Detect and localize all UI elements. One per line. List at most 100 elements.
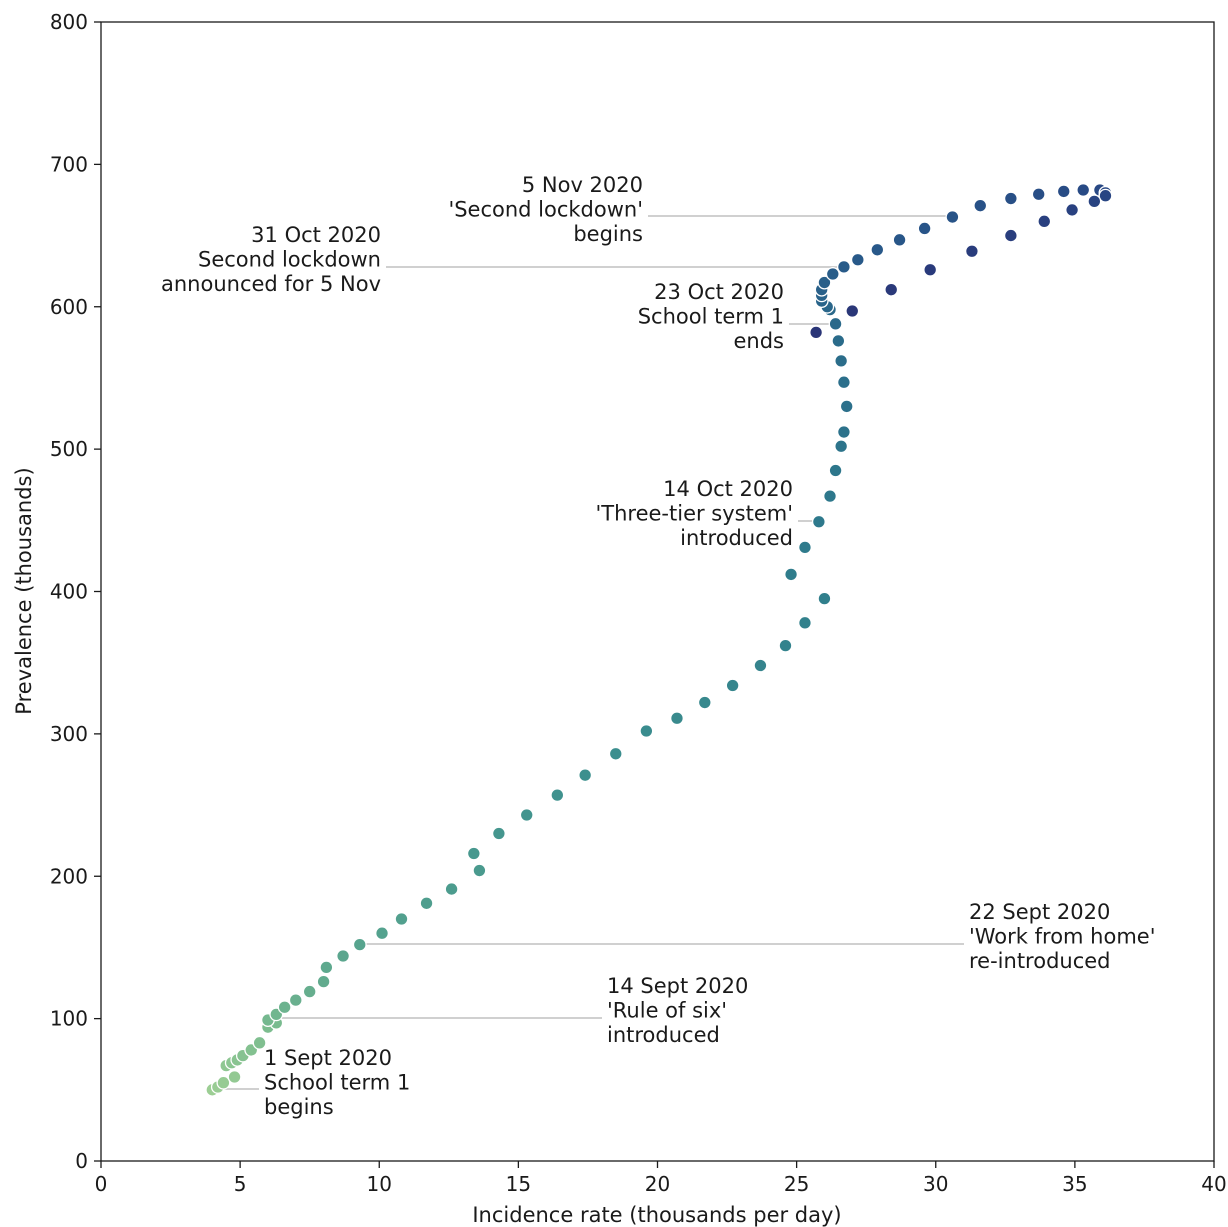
- y-tick-label: 500: [50, 437, 88, 461]
- data-point: [834, 439, 849, 454]
- annotation-text: announced for 5 Nov: [161, 272, 381, 296]
- x-tick-label: 10: [367, 1172, 392, 1196]
- x-tick-label: 25: [784, 1172, 809, 1196]
- data-point: [1098, 188, 1113, 203]
- data-point: [831, 333, 846, 348]
- data-point: [753, 658, 768, 673]
- x-axis-label: Incidence rate (thousands per day): [472, 1203, 841, 1227]
- data-point: [836, 259, 851, 274]
- y-tick-label: 700: [50, 152, 88, 176]
- data-point: [917, 221, 932, 236]
- data-point: [252, 1035, 267, 1050]
- data-point: [798, 615, 812, 630]
- data-point: [828, 463, 843, 478]
- data-point: [491, 826, 506, 841]
- annotation-text: introduced: [607, 1023, 720, 1047]
- data-point: [811, 514, 826, 529]
- data-point: [444, 882, 459, 897]
- annotation-text: 'Second lockdown': [448, 198, 643, 222]
- annotation-text: 14 Sept 2020: [607, 974, 748, 998]
- data-point: [319, 960, 334, 975]
- data-point: [836, 375, 851, 390]
- annotation-text: 31 Oct 2020: [251, 223, 381, 247]
- data-point: [798, 540, 812, 555]
- y-tick-label: 400: [50, 580, 88, 604]
- x-tick-label: 5: [234, 1172, 247, 1196]
- data-point: [845, 304, 860, 318]
- data-point: [834, 353, 849, 368]
- data-point: [850, 252, 865, 267]
- data-point: [375, 926, 389, 941]
- data-point: [884, 282, 899, 297]
- data-point: [639, 724, 654, 738]
- y-tick-label: 200: [50, 864, 88, 888]
- data-point: [817, 591, 832, 606]
- annotation-text: begins: [573, 222, 643, 246]
- annotation-text: ends: [733, 329, 784, 353]
- data-point: [1037, 214, 1052, 229]
- annotation-text: 22 Sept 2020: [969, 900, 1110, 924]
- data-point: [336, 949, 351, 963]
- annotation-text: School term 1: [264, 1071, 410, 1095]
- y-tick-label: 100: [50, 1007, 88, 1031]
- data-point: [302, 984, 317, 999]
- data-point: [519, 808, 534, 822]
- annotation-text: introduced: [680, 526, 793, 550]
- annotation-text: 5 Nov 2020: [522, 173, 643, 197]
- data-point: [825, 267, 840, 281]
- annotation-text: 'Three-tier system': [596, 502, 794, 526]
- annotation-text: 14 Oct 2020: [663, 477, 793, 501]
- annotation-text: 1 Sept 2020: [264, 1046, 392, 1070]
- data-point: [945, 210, 960, 225]
- data-point: [1065, 202, 1080, 217]
- data-point: [288, 993, 303, 1008]
- data-point: [1087, 194, 1102, 209]
- x-tick-label: 15: [506, 1172, 531, 1196]
- data-point: [823, 489, 837, 504]
- y-tick-label: 300: [50, 722, 88, 746]
- data-point: [817, 275, 832, 290]
- data-point: [670, 711, 684, 726]
- y-tick-label: 0: [75, 1149, 88, 1173]
- annotation-text: 'Work from home': [969, 925, 1155, 949]
- data-point: [1056, 184, 1071, 199]
- data-point: [419, 896, 434, 911]
- data-point: [1076, 183, 1091, 197]
- data-point: [466, 846, 481, 861]
- x-tick-label: 20: [645, 1172, 670, 1196]
- data-point: [964, 244, 979, 259]
- annotation-text: 23 Oct 2020: [654, 280, 784, 304]
- y-axis-label: Prevalence (thousands): [12, 467, 36, 714]
- data-point: [277, 1000, 292, 1015]
- annotation-leaders: [217, 215, 964, 1090]
- data-point: [778, 638, 793, 653]
- annotation-text: 'Rule of six': [607, 999, 727, 1023]
- y-tick-label: 800: [50, 10, 88, 34]
- x-tick-label: 40: [1201, 1172, 1226, 1196]
- data-point: [836, 425, 851, 439]
- data-point: [809, 325, 824, 340]
- x-tick-label: 0: [95, 1172, 108, 1196]
- data-point: [839, 399, 854, 414]
- annotation-text: re-introduced: [969, 949, 1111, 973]
- data-point: [394, 912, 409, 926]
- data-point: [1003, 191, 1018, 206]
- data-point: [550, 788, 565, 803]
- data-point: [870, 242, 885, 257]
- annotation-text: School term 1: [638, 305, 784, 329]
- data-point: [784, 567, 799, 582]
- data-point: [892, 232, 907, 247]
- data-point: [697, 695, 712, 710]
- annotation-text: begins: [264, 1095, 334, 1119]
- data-point: [608, 746, 623, 761]
- data-point: [725, 678, 740, 693]
- data-points: [205, 183, 1113, 1097]
- axes: 0 5 10 15 20 25 30 35 40010020030040050060070080…: [50, 10, 1227, 1196]
- data-point: [828, 316, 843, 331]
- x-tick-label: 30: [923, 1172, 948, 1196]
- data-point: [973, 198, 988, 213]
- data-point: [472, 863, 487, 878]
